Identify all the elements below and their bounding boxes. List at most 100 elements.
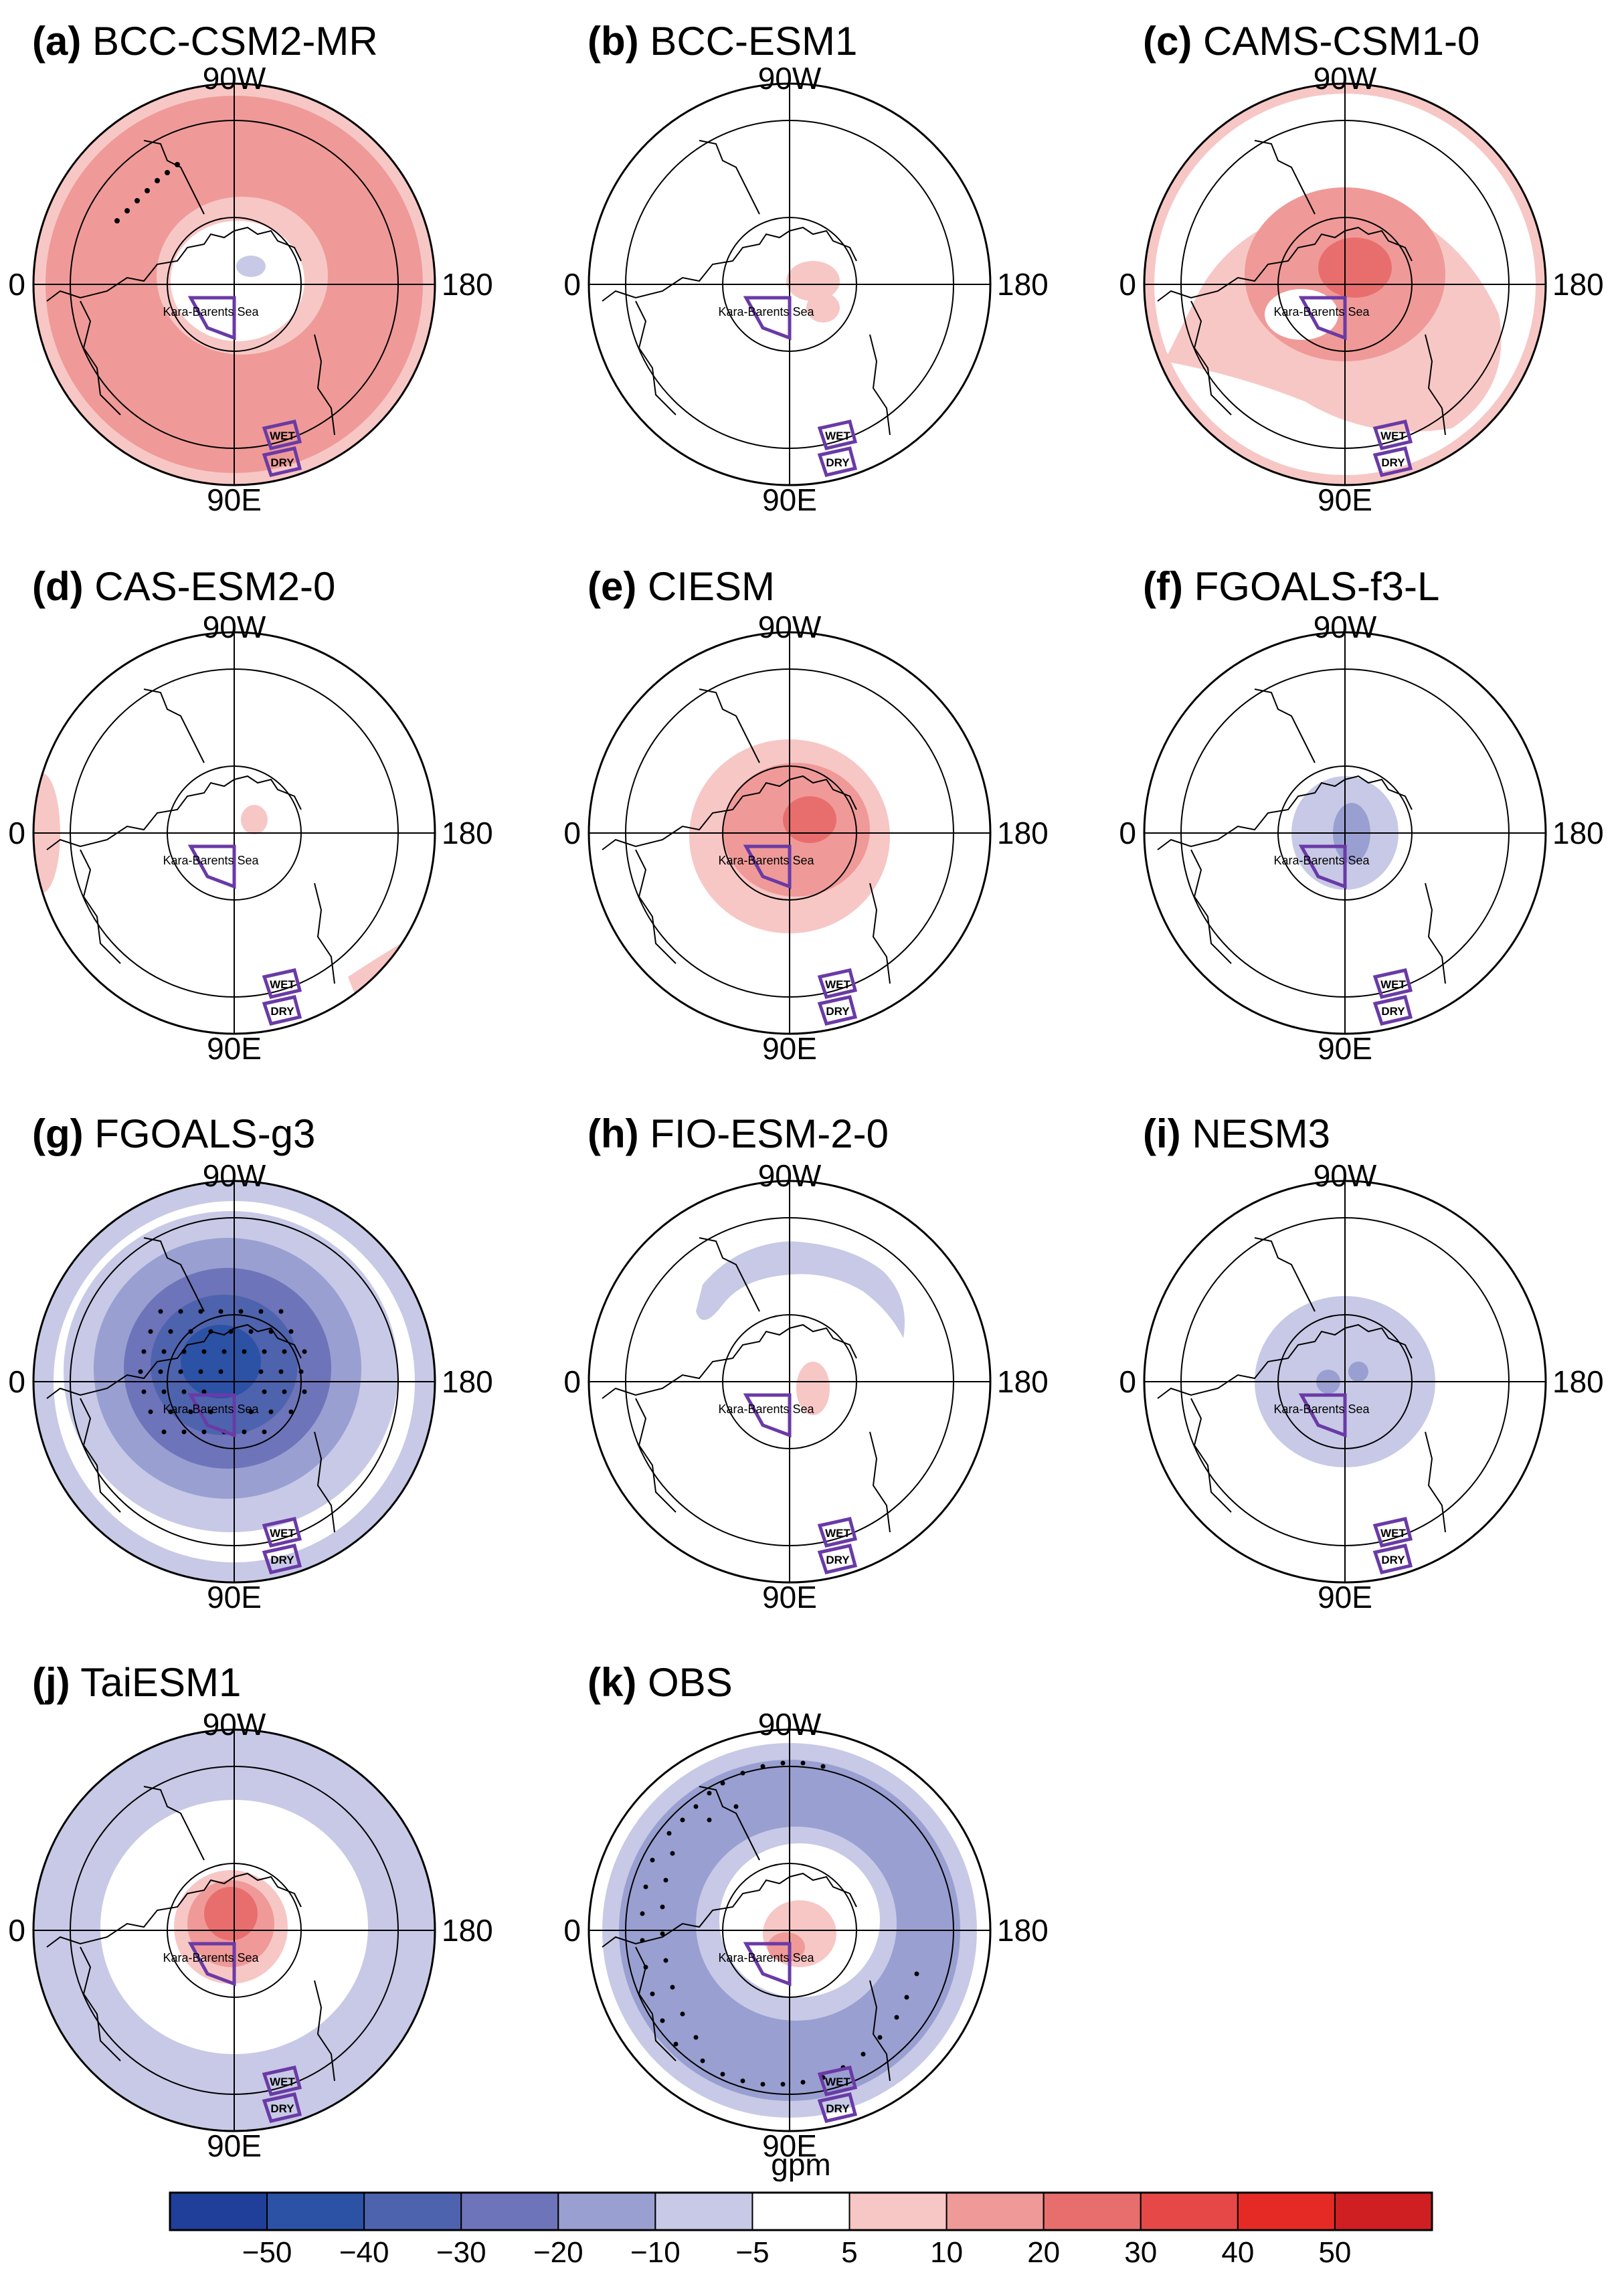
map-panel-c (1143, 82, 1547, 486)
lon-label-0: 0 (1119, 1364, 1136, 1399)
region-label-kara-barents: Kara-Barents Sea (163, 854, 259, 867)
anomaly-field-c (1144, 84, 1546, 485)
colorbar-cell (1237, 2192, 1336, 2231)
graticule-j (32, 1728, 436, 2132)
region-boxes-d (187, 844, 302, 1026)
region-label-wet: WET (270, 978, 295, 991)
region-label-kara-barents: Kara-Barents Sea (718, 854, 814, 867)
colorbar-unit: gpm (771, 2147, 831, 2182)
region-label-wet: WET (1380, 978, 1406, 991)
colorbar-tick-label: 40 (1221, 2236, 1255, 2269)
lon-label-90e: 90E (762, 1580, 817, 1615)
colorbar (169, 2192, 1433, 2231)
region-boxes-b (743, 296, 858, 477)
graticule-k (588, 1728, 992, 2132)
lon-label-0: 0 (8, 816, 25, 850)
coastline-a (46, 140, 335, 436)
coastline-c (1157, 140, 1446, 436)
colorbar-cell (169, 2192, 268, 2231)
region-label-dry: DRY (270, 1554, 294, 1566)
lon-label-90w: 90W (203, 610, 266, 644)
lon-label-180: 180 (997, 816, 1049, 850)
region-label-kara-barents: Kara-Barents Sea (718, 1951, 814, 1964)
colorbar-tick-label: 30 (1124, 2236, 1158, 2269)
graticule-i (1143, 1180, 1547, 1584)
colorbar-cell (1140, 2192, 1239, 2231)
region-label-wet: WET (825, 978, 850, 991)
graticule-f (1143, 631, 1547, 1035)
coastline-e (602, 688, 891, 984)
panel-model-name: CAMS-CSM1-0 (1203, 19, 1480, 64)
panel-tag: (b) (588, 19, 639, 64)
region-label-dry: DRY (1381, 456, 1405, 469)
panel-title-f: (f) FGOALS-f3-L (1143, 567, 1439, 607)
colorbar-cell (557, 2192, 656, 2231)
colorbar-cell (266, 2192, 365, 2231)
panel-model-name: CIESM (648, 564, 776, 609)
stipple-dots-k (640, 1760, 919, 2087)
colorbar-tick-label: −30 (436, 2236, 486, 2269)
region-label-dry: DRY (1381, 1005, 1405, 1018)
map-panel-a (32, 82, 436, 486)
colorbar-tick-label: 50 (1318, 2236, 1352, 2269)
region-label-kara-barents: Kara-Barents Sea (1273, 1402, 1370, 1416)
lon-label-180: 180 (997, 1364, 1049, 1399)
colorbar-tick-label: −50 (242, 2236, 292, 2269)
colorbar-tick-label: −10 (630, 2236, 681, 2269)
panel-title-e: (e) CIESM (588, 567, 775, 607)
lon-label-90e: 90E (207, 1031, 262, 1066)
lon-label-90w: 90W (203, 61, 266, 96)
colorbar-tick-label: −5 (735, 2236, 770, 2269)
lon-label-180: 180 (997, 267, 1049, 302)
coastline-g (46, 1237, 335, 1533)
lon-label-0: 0 (8, 267, 25, 302)
region-boxes-j (187, 1942, 302, 2123)
lon-label-90e: 90E (1318, 482, 1372, 517)
region-label-dry: DRY (270, 1005, 294, 1018)
panel-title-g: (g) FGOALS-g3 (32, 1114, 315, 1154)
colorbar-cell (751, 2192, 850, 2231)
panel-model-name: OBS (648, 1660, 733, 1705)
lon-label-180: 180 (442, 267, 493, 302)
graticule-a (32, 82, 436, 486)
lon-label-0: 0 (563, 816, 581, 850)
coastline-k (602, 1786, 891, 2082)
lon-label-90w: 90W (758, 610, 822, 644)
lon-label-90e: 90E (762, 482, 817, 517)
region-label-dry: DRY (270, 456, 294, 469)
coastline-i (1157, 1237, 1446, 1533)
lon-label-90w: 90W (758, 1158, 822, 1193)
map-panel-d (32, 631, 436, 1035)
colorbar-tick-label: 5 (841, 2236, 858, 2269)
region-boxes-e (743, 844, 858, 1026)
lon-label-0: 0 (563, 1364, 581, 1399)
colorbar-frame (169, 2191, 1433, 2231)
lon-label-90e: 90E (762, 2128, 817, 2163)
region-label-kara-barents: Kara-Barents Sea (718, 305, 814, 318)
coastline-f (1157, 688, 1446, 984)
panel-model-name: FIO-ESM-2-0 (650, 1111, 889, 1156)
panel-tag: (h) (588, 1111, 639, 1156)
panel-tag: (a) (32, 19, 82, 64)
region-label-wet: WET (1380, 430, 1406, 442)
panel-tag: (e) (588, 564, 637, 609)
region-label-kara-barents: Kara-Barents Sea (163, 1402, 259, 1416)
panel-title-j: (j) TaiESM1 (32, 1663, 241, 1703)
colorbar-tick-label: −40 (339, 2236, 389, 2269)
coastline-d (46, 688, 335, 984)
lon-label-180: 180 (1552, 816, 1604, 850)
region-boxes-c (1298, 296, 1413, 477)
lon-label-180: 180 (442, 1364, 493, 1399)
anomaly-field-g (33, 1181, 435, 1582)
lon-label-90w: 90W (203, 1707, 266, 1742)
map-panel-k (588, 1728, 992, 2132)
panel-title-d: (d) CAS-ESM2-0 (32, 567, 335, 607)
colorbar-cell (848, 2192, 948, 2231)
colorbar-cell (654, 2192, 753, 2231)
lon-label-0: 0 (1119, 816, 1136, 850)
panel-tag: (d) (32, 564, 84, 609)
region-label-wet: WET (825, 2076, 850, 2088)
panel-title-i: (i) NESM3 (1143, 1114, 1330, 1154)
map-panel-b (588, 82, 992, 486)
map-text-labels: 90W 90E 180 0 Kara-Barents Sea WET DRY 9… (8, 61, 1603, 2163)
